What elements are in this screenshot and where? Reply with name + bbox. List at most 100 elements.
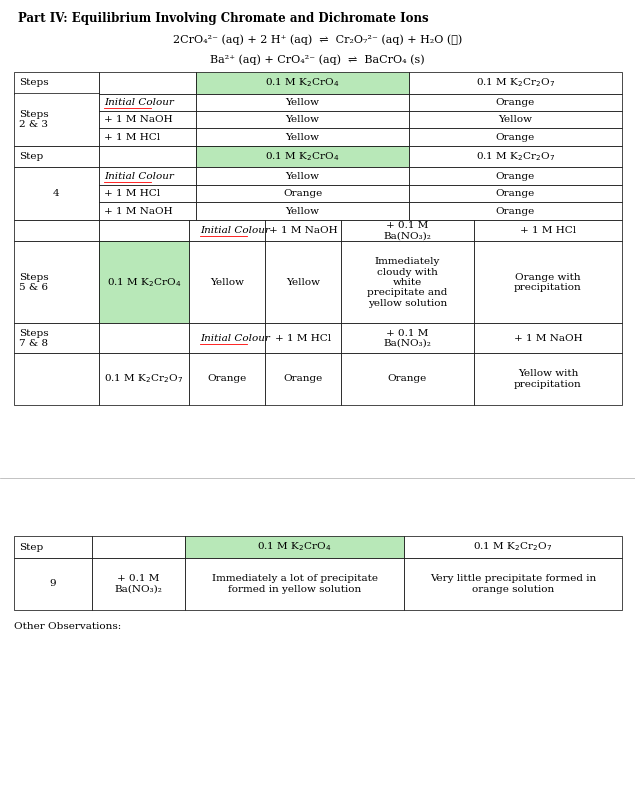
Bar	[14, 241, 99, 324]
Bar	[185, 536, 404, 558]
Text: Orange: Orange	[283, 189, 322, 199]
Bar	[189, 220, 265, 241]
Bar	[189, 241, 265, 324]
Text: Immediately
cloudy with
white
precipitate and
yellow solution: Immediately cloudy with white precipitat…	[367, 257, 448, 308]
Bar	[14, 146, 99, 168]
Bar	[99, 168, 196, 185]
Bar	[99, 220, 189, 241]
Bar	[404, 536, 622, 558]
Text: Orange: Orange	[208, 374, 246, 384]
Bar	[99, 72, 196, 94]
Bar	[99, 128, 196, 146]
Bar	[409, 168, 622, 185]
Text: Orange: Orange	[496, 189, 535, 199]
Text: Immediately a lot of precipitate
formed in yellow solution: Immediately a lot of precipitate formed …	[211, 574, 377, 593]
Text: Orange: Orange	[496, 206, 535, 216]
Text: + 0.1 M
Ba(NO₃)₂: + 0.1 M Ba(NO₃)₂	[384, 221, 431, 240]
Text: + 1 M NaOH: + 1 M NaOH	[514, 334, 582, 343]
Bar	[196, 146, 409, 168]
Text: 0.1 M K$_2$Cr$_2$O$_7$: 0.1 M K$_2$Cr$_2$O$_7$	[474, 541, 552, 553]
Text: Steps: Steps	[19, 78, 49, 87]
Bar	[99, 353, 189, 405]
Bar	[14, 536, 92, 558]
Text: 0.1 M K$_2$Cr$_2$O$_7$: 0.1 M K$_2$Cr$_2$O$_7$	[476, 76, 555, 89]
Bar	[196, 168, 409, 185]
Bar	[189, 324, 265, 353]
Bar	[341, 353, 474, 405]
Bar	[14, 324, 99, 353]
Bar	[409, 111, 622, 128]
Text: Steps
7 & 8: Steps 7 & 8	[19, 329, 49, 348]
Bar	[265, 220, 341, 241]
Bar	[14, 94, 99, 146]
Bar	[99, 241, 189, 324]
Bar	[99, 94, 196, 111]
Bar	[14, 353, 99, 405]
Text: + 1 M HCl: + 1 M HCl	[104, 189, 160, 199]
Text: + 0.1 M
Ba(NO₃)₂: + 0.1 M Ba(NO₃)₂	[384, 329, 431, 348]
Text: 4: 4	[53, 189, 60, 199]
Text: Yellow: Yellow	[286, 278, 320, 287]
Text: + 1 M HCl: + 1 M HCl	[104, 132, 160, 142]
Text: 0.1 M K$_2$CrO$_4$: 0.1 M K$_2$CrO$_4$	[265, 76, 340, 89]
Text: 0.1 M K$_2$Cr$_2$O$_7$: 0.1 M K$_2$Cr$_2$O$_7$	[105, 373, 184, 385]
Bar	[185, 558, 404, 610]
Bar	[409, 185, 622, 203]
Bar	[99, 111, 196, 128]
Bar	[409, 203, 622, 220]
Bar	[14, 220, 99, 241]
Text: Other Observations:: Other Observations:	[14, 622, 121, 631]
Bar	[99, 146, 196, 168]
Text: Steps
2 & 3: Steps 2 & 3	[19, 110, 49, 129]
Text: Step: Step	[19, 542, 43, 552]
Text: Yellow: Yellow	[286, 206, 319, 216]
Bar	[474, 241, 622, 324]
Bar	[474, 324, 622, 353]
Text: Orange: Orange	[496, 172, 535, 180]
Bar	[474, 353, 622, 405]
Bar	[92, 558, 185, 610]
Bar	[404, 558, 622, 610]
Text: 0.1 M K$_2$CrO$_4$: 0.1 M K$_2$CrO$_4$	[107, 276, 181, 289]
Bar	[196, 185, 409, 203]
Bar	[341, 220, 474, 241]
Bar	[92, 536, 185, 558]
Bar	[99, 324, 189, 353]
Bar	[409, 128, 622, 146]
Bar	[196, 72, 409, 94]
Text: Orange: Orange	[388, 374, 427, 384]
Text: 0.1 M K$_2$Cr$_2$O$_7$: 0.1 M K$_2$Cr$_2$O$_7$	[476, 151, 555, 163]
Text: Initial Colour: Initial Colour	[200, 226, 270, 236]
Text: Yellow: Yellow	[286, 115, 319, 125]
Text: Orange with
precipitation: Orange with precipitation	[514, 273, 582, 292]
Text: Orange: Orange	[496, 98, 535, 106]
Bar	[341, 241, 474, 324]
Text: Steps
5 & 6: Steps 5 & 6	[19, 273, 49, 292]
Bar	[409, 146, 622, 168]
Bar	[189, 353, 265, 405]
Text: + 1 M HCl: + 1 M HCl	[275, 334, 331, 343]
Bar	[341, 324, 474, 353]
Bar	[265, 241, 341, 324]
Bar	[196, 94, 409, 111]
Text: + 1 M HCl: + 1 M HCl	[520, 226, 576, 236]
Text: Ba²⁺ (aq) + CrO₄²⁻ (aq)  ⇌  BaCrO₄ (s): Ba²⁺ (aq) + CrO₄²⁻ (aq) ⇌ BaCrO₄ (s)	[210, 54, 425, 65]
Bar	[99, 185, 196, 203]
Text: 2CrO₄²⁻ (aq) + 2 H⁺ (aq)  ⇌  Cr₂O₇²⁻ (aq) + H₂O (ℓ): 2CrO₄²⁻ (aq) + 2 H⁺ (aq) ⇌ Cr₂O₇²⁻ (aq) …	[173, 34, 462, 45]
Bar	[14, 558, 92, 610]
Text: + 1 M NaOH: + 1 M NaOH	[269, 226, 337, 236]
Text: + 1 M NaOH: + 1 M NaOH	[104, 206, 173, 216]
Text: Step: Step	[19, 152, 43, 162]
Bar	[196, 111, 409, 128]
Text: Initial Colour: Initial Colour	[104, 172, 174, 180]
Text: + 0.1 M
Ba(NO₃)₂: + 0.1 M Ba(NO₃)₂	[114, 574, 163, 593]
Text: Yellow: Yellow	[286, 172, 319, 180]
Text: Initial Colour: Initial Colour	[104, 98, 174, 106]
Text: + 1 M NaOH: + 1 M NaOH	[104, 115, 173, 125]
Text: Yellow: Yellow	[210, 278, 244, 287]
Bar	[265, 324, 341, 353]
Bar	[196, 128, 409, 146]
Text: 0.1 M K$_2$CrO$_4$: 0.1 M K$_2$CrO$_4$	[265, 151, 340, 163]
Text: Yellow: Yellow	[498, 115, 533, 125]
Text: 0.1 M K$_2$CrO$_4$: 0.1 M K$_2$CrO$_4$	[257, 541, 331, 553]
